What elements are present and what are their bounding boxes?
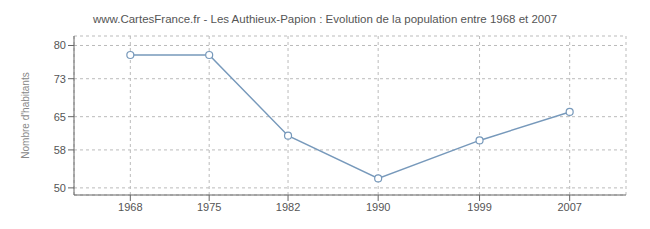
- svg-text:1982: 1982: [276, 201, 300, 213]
- svg-text:50: 50: [54, 182, 66, 194]
- html-text:www.CartesFrance.fr - Les Auth: www.CartesFrance.fr - Les Authieux-Papio…: [92, 13, 558, 25]
- svg-text:80: 80: [54, 39, 66, 51]
- svg-text:1990: 1990: [366, 201, 390, 213]
- svg-text:2007: 2007: [557, 201, 581, 213]
- svg-text:Nombre d'habitants: Nombre d'habitants: [20, 72, 31, 158]
- svg-text:65: 65: [54, 111, 66, 123]
- svg-text:73: 73: [54, 73, 66, 85]
- svg-text:1968: 1968: [118, 201, 142, 213]
- svg-text:1975: 1975: [197, 201, 221, 213]
- svg-text:1999: 1999: [467, 201, 491, 213]
- svg-text:58: 58: [54, 144, 66, 156]
